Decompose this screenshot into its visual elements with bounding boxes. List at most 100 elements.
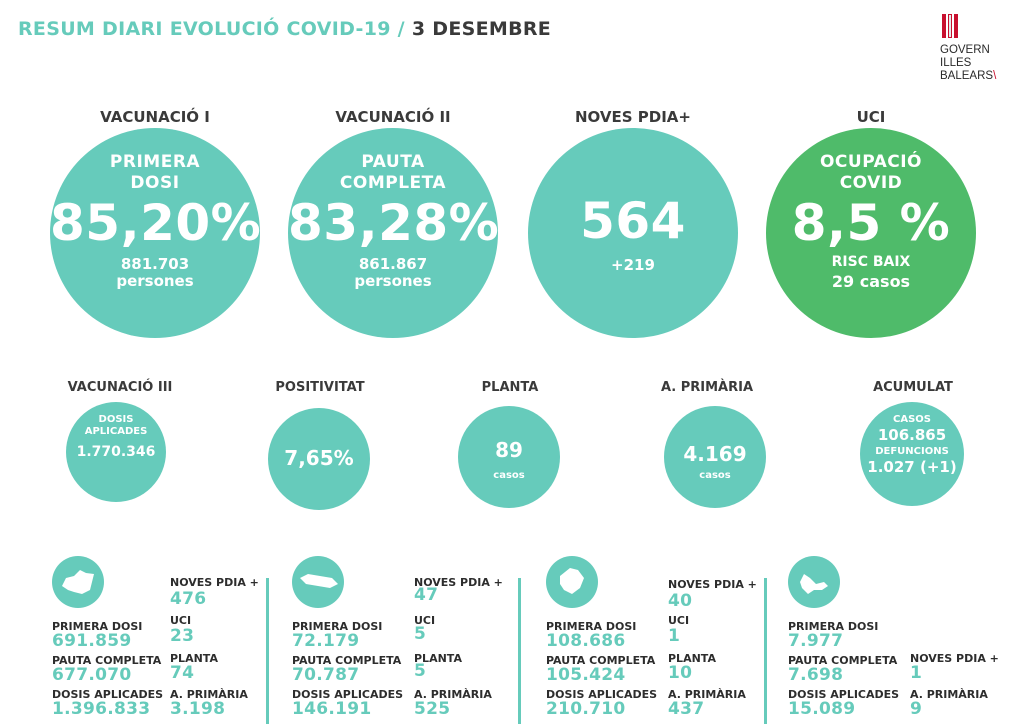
eivissa-planta-label: PLANTA: [668, 652, 716, 665]
menorca-primaria-value: 525: [414, 699, 451, 719]
menorca-primera-dosi-label: PRIMERA DOSI: [292, 620, 383, 633]
vacunacio-3-value: 1.770.346: [76, 444, 156, 460]
mallorca-pauta-value: 677.070: [52, 665, 132, 685]
menorca-dosis-value: 146.191: [292, 699, 372, 719]
a-primaria-caption: casos: [699, 470, 731, 481]
heading-noves-pdia: NOVES PDIA+: [575, 108, 691, 126]
formentera-icon: [788, 556, 840, 608]
eivissa-pdia-label: NOVES PDIA +: [668, 578, 757, 591]
eivissa-uci-label: UCI: [668, 614, 690, 627]
mallorca-pauta-label: PAUTA COMPLETA: [52, 654, 162, 667]
formentera-pdia-value: 1: [910, 663, 923, 683]
govern-logo: GOVERN ILLES BALEARS\: [940, 14, 1020, 83]
menorca-planta-value: 5: [414, 661, 427, 681]
vacunacio-1-value: 85,20%: [50, 194, 262, 252]
uci-value: 8,5 %: [791, 194, 951, 252]
mallorca-primera-dosi-value: 691.859: [52, 631, 132, 651]
logo-line-2: ILLES: [940, 57, 972, 69]
title-date: 3 DESEMBRE: [411, 18, 552, 40]
eivissa-dosis-label: DOSIS APLICADES: [546, 688, 658, 701]
vacunacio-1-circle: PRIMERA DOSI 85,20% 881.703 persones: [50, 128, 262, 338]
uci-cases: 29 casos: [831, 272, 911, 291]
formentera-primaria-value: 9: [910, 699, 923, 719]
mallorca-planta-value: 74: [170, 663, 195, 683]
noves-pdia-delta: +219: [611, 256, 655, 274]
eivissa-pauta-label: PAUTA COMPLETA: [546, 654, 656, 667]
acumulat-circle: CASOS 106.865 DEFUNCIONS 1.027 (+1): [860, 402, 964, 506]
mallorca-planta-label: PLANTA: [170, 652, 218, 665]
eivissa-dosis-value: 210.710: [546, 699, 626, 719]
mallorca-dosis-value: 1.396.833: [52, 699, 151, 719]
planta-value: 89: [495, 438, 523, 462]
eivissa-planta-value: 10: [668, 663, 693, 683]
noves-pdia-value: 564: [580, 192, 686, 250]
logo-line-1: GOVERN: [940, 44, 990, 56]
eivissa-icon: [546, 556, 598, 608]
uci-risk: RISC BAIX: [831, 254, 911, 270]
acumulat-label-1: CASOS: [893, 414, 931, 425]
menorca-primera-dosi-value: 72.179: [292, 631, 360, 651]
mallorca-dosis-label: DOSIS APLICADES: [52, 688, 164, 701]
a-primaria-circle: 4.169 casos: [664, 406, 766, 508]
menorca-pdia-value: 47: [414, 585, 439, 605]
island-divider-2: [518, 578, 521, 724]
positivitat-value: 7,65%: [284, 446, 354, 470]
eivissa-primera-dosi-label: PRIMERA DOSI: [546, 620, 637, 633]
vacunacio-3-label-2: APLICADES: [84, 426, 148, 437]
mallorca-uci-label: UCI: [170, 614, 192, 627]
menorca-pauta-label: PAUTA COMPLETA: [292, 654, 402, 667]
heading-a-primaria: A. PRIMÀRIA: [660, 380, 754, 395]
menorca-dosis-label: DOSIS APLICADES: [292, 688, 404, 701]
menorca-uci-label: UCI: [414, 614, 436, 627]
eivissa-pdia-value: 40: [668, 591, 693, 611]
vacunacio-3-label-1: DOSIS: [98, 414, 134, 425]
eivissa-primaria-value: 437: [668, 699, 705, 719]
a-primaria-value: 4.169: [683, 442, 747, 466]
heading-vacunacio-2: VACUNACIÓ II: [335, 108, 451, 126]
acumulat-deaths: 1.027 (+1): [867, 458, 957, 476]
uci-label-2: COVID: [839, 173, 903, 193]
heading-positivitat: POSITIVITAT: [275, 380, 365, 395]
mallorca-pdia-value: 476: [170, 589, 207, 609]
page-title: RESUM DIARI EVOLUCIÓ COVID-19 / 3 DESEMB…: [18, 18, 551, 40]
formentera-dosis-value: 15.089: [788, 699, 856, 719]
heading-vacunacio-1: VACUNACIÓ I: [100, 108, 210, 126]
menorca-pauta-value: 70.787: [292, 665, 360, 685]
uci-label-1: OCUPACIÓ: [819, 152, 923, 172]
island-divider-3: [764, 578, 767, 724]
positivitat-circle: 7,65%: [268, 408, 370, 510]
menorca-pdia-label: NOVES PDIA +: [414, 576, 503, 589]
uci-circle: OCUPACIÓ COVID 8,5 % RISC BAIX 29 casos: [766, 128, 976, 338]
vacunacio-2-count: 861.867: [358, 255, 428, 273]
heading-vacunacio-3: VACUNACIÓ III: [67, 380, 173, 395]
heading-uci: UCI: [856, 108, 886, 126]
mallorca-uci-value: 23: [170, 626, 195, 646]
acumulat-cases: 106.865: [877, 426, 947, 444]
heading-planta: PLANTA: [481, 380, 539, 395]
island-divider-1: [266, 578, 269, 724]
menorca-uci-value: 5: [414, 624, 427, 644]
eivissa-pauta-value: 105.424: [546, 665, 626, 685]
eivissa-primera-dosi-value: 108.686: [546, 631, 626, 651]
planta-caption: casos: [493, 470, 525, 481]
formentera-pauta-label: PAUTA COMPLETA: [788, 654, 898, 667]
heading-acumulat: ACUMULAT: [873, 380, 953, 395]
vacunacio-2-label-1: PAUTA: [361, 152, 425, 172]
mallorca-pdia-label: NOVES PDIA +: [170, 576, 259, 589]
vacunacio-2-value: 83,28%: [288, 194, 500, 252]
govern-emblem-icon: [942, 14, 958, 38]
formentera-dosis-label: DOSIS APLICADES: [788, 688, 900, 701]
noves-pdia-circle: 564 +219: [528, 128, 738, 338]
vacunacio-2-unit: persones: [354, 272, 432, 290]
mallorca-icon: [52, 556, 104, 608]
menorca-primaria-label: A. PRIMÀRIA: [414, 688, 492, 701]
menorca-planta-label: PLANTA: [414, 652, 462, 665]
planta-circle: 89 casos: [458, 406, 560, 508]
mallorca-primaria-value: 3.198: [170, 699, 226, 719]
eivissa-primaria-label: A. PRIMÀRIA: [668, 688, 746, 701]
vacunacio-1-count: 881.703: [120, 255, 190, 273]
vacunacio-2-circle: PAUTA COMPLETA 83,28% 861.867 persones: [288, 128, 500, 338]
formentera-primaria-label: A. PRIMÀRIA: [910, 688, 988, 701]
formentera-pauta-value: 7.698: [788, 665, 844, 685]
logo-line-3: BALEARS: [940, 70, 994, 82]
